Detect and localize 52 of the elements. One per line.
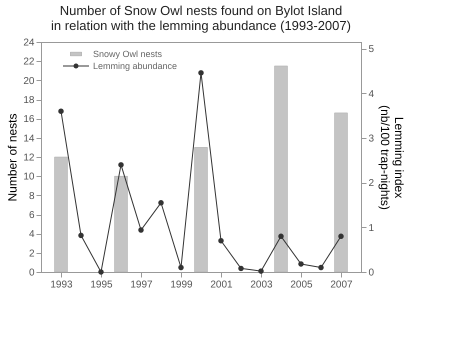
y2-tick-label: 4 xyxy=(368,88,374,100)
y2-tick-label: 3 xyxy=(368,134,374,145)
y-tick-label: 18 xyxy=(23,95,35,106)
y-tick-label: 12 xyxy=(23,152,35,164)
point xyxy=(298,261,304,267)
y-tick-label: 10 xyxy=(23,172,35,183)
y-tick-label: 20 xyxy=(23,76,35,87)
x-tick-label: 1993 xyxy=(50,280,74,290)
bar xyxy=(54,156,68,272)
y-tick-label: 2 xyxy=(28,248,35,260)
point xyxy=(218,238,224,244)
bar xyxy=(194,147,208,272)
point xyxy=(78,232,84,238)
bar xyxy=(334,112,348,272)
y-tick-label: 22 xyxy=(23,56,35,68)
y-tick-label: 0 xyxy=(28,268,35,278)
x-tick-label: 2001 xyxy=(210,280,234,290)
legend-label: Snowy Owl nests xyxy=(93,49,163,59)
point xyxy=(198,70,204,76)
y-axis-title: Number of nests xyxy=(5,113,20,202)
bar xyxy=(274,66,288,272)
y-tick-label: 14 xyxy=(23,133,35,144)
y2-tick-label: 0 xyxy=(368,268,374,278)
x-tick-label: 1999 xyxy=(170,280,194,290)
chart-title: Number of Snow Owl nests found on Bylot Island in relation with the lemming abundance (1993-2007) xyxy=(51,3,351,33)
point xyxy=(318,264,324,270)
y-tick-label: 6 xyxy=(28,210,35,221)
x-tick-label: 2003 xyxy=(250,280,274,290)
point xyxy=(158,200,164,206)
legend-label: Lemming abundance xyxy=(93,61,178,71)
point xyxy=(238,266,244,272)
point xyxy=(98,269,104,275)
point xyxy=(278,234,284,240)
point xyxy=(258,268,264,274)
point xyxy=(118,162,124,168)
point xyxy=(338,234,344,240)
y-tick-label: 8 xyxy=(28,190,35,202)
y-tick-label: 24 xyxy=(23,38,35,48)
y2-tick-label: 2 xyxy=(368,178,374,190)
point xyxy=(178,264,184,270)
y2-tick-label: 1 xyxy=(368,222,374,234)
y2-axis-title: Lemming index (nb/100 trap-nights) xyxy=(378,105,406,210)
bar xyxy=(114,176,128,272)
point xyxy=(58,108,64,114)
x-tick-label: 1997 xyxy=(130,280,154,290)
y-tick-label: 4 xyxy=(28,229,35,240)
x-tick-label: 2007 xyxy=(330,280,354,290)
y-tick-label: 16 xyxy=(23,114,35,126)
point xyxy=(138,227,144,233)
y2-tick-label: 5 xyxy=(368,44,374,56)
x-tick-label: 2005 xyxy=(290,280,314,290)
x-tick-label: 1995 xyxy=(90,280,114,290)
